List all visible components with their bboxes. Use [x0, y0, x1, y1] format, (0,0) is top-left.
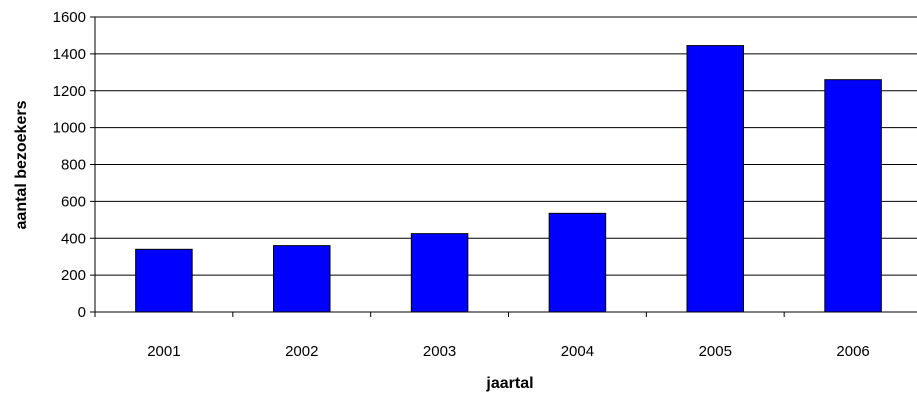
bar-2004 [548, 212, 607, 313]
bar-2005 [686, 45, 745, 313]
x-tick-labels: 2001 2002 2003 2004 2005 2006 [94, 312, 870, 360]
y-tick-label-0: 0 [78, 304, 86, 321]
gridlines [95, 16, 917, 276]
y-tick-label-200: 200 [61, 267, 86, 284]
x-tick-label-2001: 2001 [147, 343, 180, 360]
y-tick-label-400: 400 [61, 230, 86, 247]
bar-2003 [410, 233, 469, 313]
x-tick-label-2004: 2004 [561, 343, 594, 360]
bar-2002 [272, 245, 331, 313]
y-axis-title: aantal bezoekers [13, 100, 30, 229]
x-tick-label-2006: 2006 [836, 343, 869, 360]
x-tick-label-2003: 2003 [423, 343, 456, 360]
y-tick-label-800: 800 [61, 157, 86, 174]
bar-2001 [135, 248, 193, 313]
bar-2006 [824, 79, 882, 313]
y-tick-label-600: 600 [61, 193, 86, 210]
x-axis-title: jaartal [485, 375, 533, 392]
y-tick-label-1600: 1600 [53, 9, 86, 26]
y-tick-labels: 0 200 400 600 800 1000 1200 1400 1600 [53, 9, 95, 321]
y-tick-label-1400: 1400 [53, 46, 86, 63]
x-tick-label-2002: 2002 [285, 343, 318, 360]
y-tick-label-1000: 1000 [53, 120, 86, 137]
bars [135, 45, 882, 313]
y-tick-label-1200: 1200 [53, 83, 86, 100]
x-tick-label-2005: 2005 [699, 343, 732, 360]
